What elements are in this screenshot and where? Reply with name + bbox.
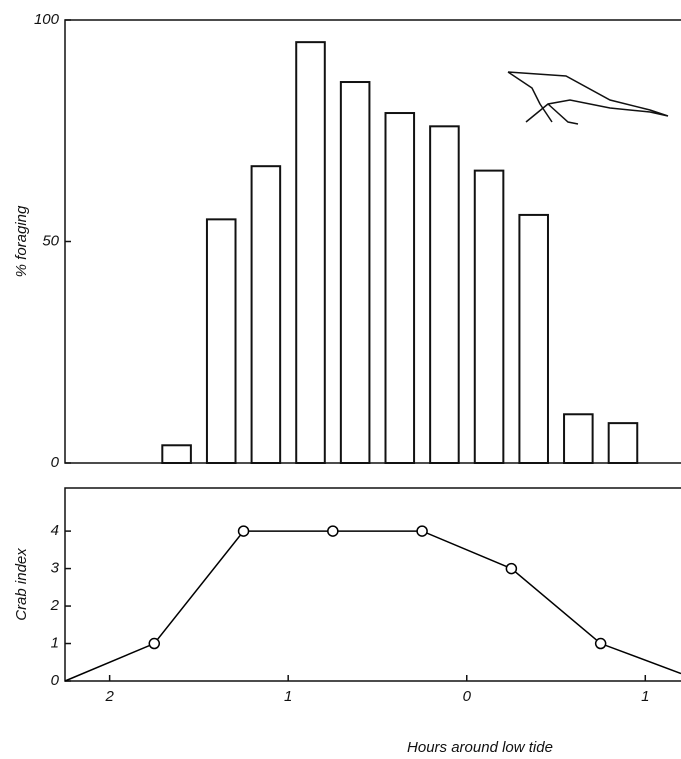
bar (429, 125, 460, 464)
y-axis-label: % foraging (13, 205, 30, 277)
bar (384, 112, 416, 464)
bar (518, 213, 549, 464)
y-tick-label: 1 (51, 634, 59, 651)
axis-frame (64, 487, 681, 682)
bar (250, 165, 282, 464)
y-tick-label: 50 (42, 232, 59, 249)
bar (205, 218, 237, 464)
bird-sketch (507, 71, 669, 125)
y-axis-label: Crab index (13, 548, 30, 621)
marker (416, 525, 428, 537)
bar (563, 413, 594, 464)
x-tick-label: 1 (284, 688, 292, 705)
bar (161, 444, 192, 464)
marker (505, 562, 518, 575)
axis-frame (64, 19, 681, 464)
y-tick-label: 0 (51, 672, 60, 689)
marker (148, 637, 161, 650)
line (64, 530, 681, 682)
x-axis-label: Hours around low tide (407, 739, 553, 756)
y-tick-label: 4 (51, 522, 59, 539)
x-tick-label: 0 (463, 688, 472, 705)
bar (473, 169, 505, 464)
y-tick-label: 2 (50, 597, 60, 614)
marker (327, 525, 339, 537)
bar (607, 422, 639, 465)
y-tick-label: 3 (51, 560, 60, 577)
bar (295, 41, 326, 465)
marker (237, 525, 250, 537)
x-tick-label: 1 (641, 688, 649, 705)
y-tick-label: 100 (34, 11, 60, 28)
bar (339, 81, 371, 465)
marker (594, 637, 607, 650)
x-tick-label: 2 (104, 688, 114, 705)
y-tick-label: 0 (51, 454, 60, 471)
